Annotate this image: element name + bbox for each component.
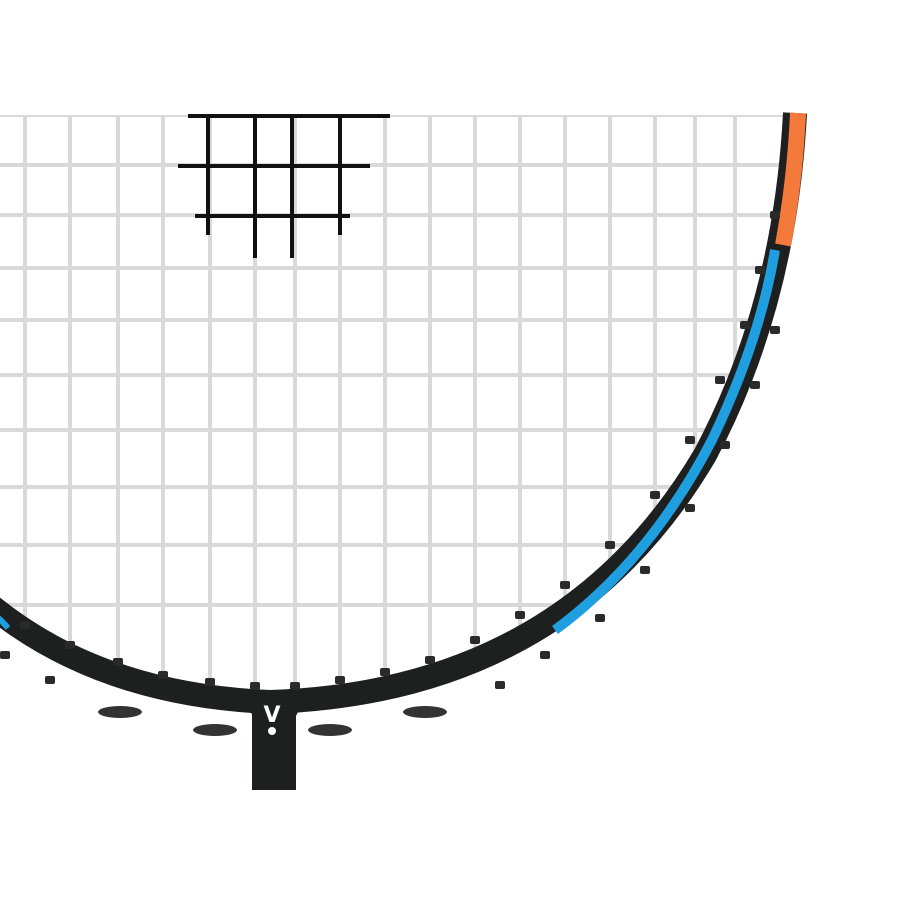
grommet-strip — [98, 706, 142, 718]
grommet — [380, 668, 390, 676]
t-joint — [235, 700, 312, 740]
grommet — [470, 636, 480, 644]
grommet-strip — [193, 724, 237, 736]
frame-accent-blue — [552, 249, 780, 635]
frame-accent-left — [0, 615, 11, 630]
grommet — [495, 681, 505, 689]
grommet — [755, 266, 765, 274]
grommet — [290, 682, 300, 690]
grommet — [770, 326, 780, 334]
grommet — [685, 504, 695, 512]
grommet — [650, 491, 660, 499]
stencil-logo — [178, 114, 390, 258]
grommet — [740, 321, 750, 329]
grommet — [45, 676, 55, 684]
grommet — [335, 676, 345, 684]
frame-accent-orange — [775, 112, 806, 247]
string-bed — [0, 115, 785, 690]
grommet — [158, 671, 168, 679]
grommet — [720, 441, 730, 449]
grommet — [640, 566, 650, 574]
grommet — [250, 682, 260, 690]
grommet — [515, 611, 525, 619]
grommet — [605, 541, 615, 549]
grommet — [685, 436, 695, 444]
grommet — [715, 376, 725, 384]
grommets — [0, 211, 780, 736]
grommet — [0, 651, 10, 659]
logo-dot — [268, 727, 276, 735]
logo-v: V — [263, 703, 280, 728]
grommet-strip — [403, 706, 447, 718]
grommet — [205, 678, 215, 686]
grommet — [750, 381, 760, 389]
grommet — [425, 656, 435, 664]
grommet — [595, 614, 605, 622]
grommet — [770, 211, 780, 219]
grommet — [113, 658, 123, 666]
grommet — [65, 641, 75, 649]
grommet — [540, 651, 550, 659]
grommet — [560, 581, 570, 589]
grommet-strip — [308, 724, 352, 736]
grommet — [20, 621, 30, 629]
